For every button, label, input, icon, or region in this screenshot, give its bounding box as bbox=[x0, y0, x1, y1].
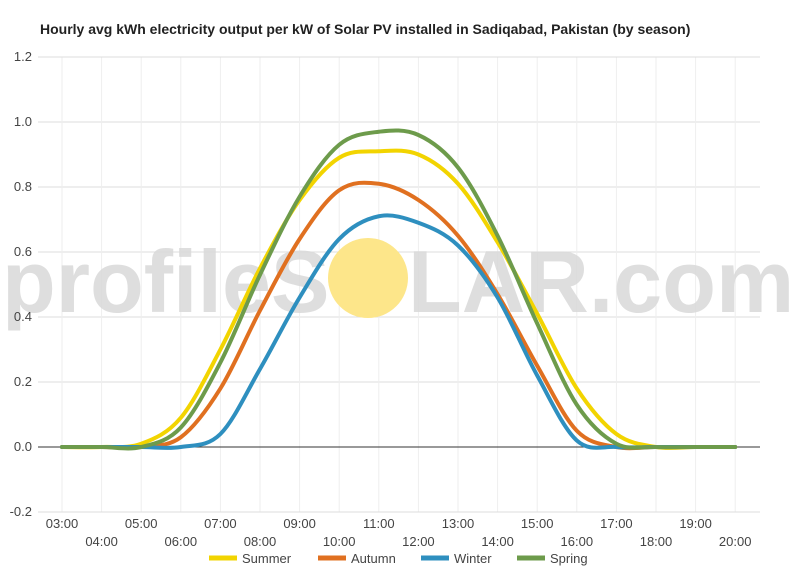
x-tick-label: 08:00 bbox=[244, 534, 277, 549]
x-tick-label: 06:00 bbox=[165, 534, 198, 549]
legend: Summer Autumn Winter Spring bbox=[209, 551, 588, 566]
legend-label-autumn: Autumn bbox=[351, 551, 396, 566]
y-tick-label: 0.6 bbox=[14, 244, 32, 259]
legend-label-summer: Summer bbox=[242, 551, 292, 566]
x-tick-label: 03:00 bbox=[46, 516, 79, 531]
x-axis-ticks: 03:00 04:00 05:00 06:00 07:00 08:00 09:00 10:00… bbox=[46, 516, 752, 549]
y-tick-label: 1.2 bbox=[14, 49, 32, 64]
x-tick-label: 16:00 bbox=[561, 534, 594, 549]
x-tick-label: 12:00 bbox=[402, 534, 435, 549]
x-tick-label: 19:00 bbox=[679, 516, 712, 531]
y-axis-ticks: -0.2 0.0 0.2 0.4 0.6 0.8 1.0 1.2 bbox=[10, 49, 32, 519]
watermark-left: profileS bbox=[2, 232, 330, 331]
x-tick-label: 13:00 bbox=[442, 516, 475, 531]
x-tick-label: 17:00 bbox=[600, 516, 633, 531]
series-lines bbox=[60, 128, 738, 451]
x-tick-label: 11:00 bbox=[363, 516, 395, 531]
watermark: profileS LAR.com bbox=[2, 232, 794, 331]
x-tick-label: 05:00 bbox=[125, 516, 158, 531]
x-tick-label: 20:00 bbox=[719, 534, 752, 549]
y-tick-label: 0.2 bbox=[14, 374, 32, 389]
x-tick-label: 07:00 bbox=[204, 516, 237, 531]
watermark-sun-icon bbox=[328, 238, 408, 318]
x-tick-label: 04:00 bbox=[85, 534, 118, 549]
legend-label-winter: Winter bbox=[454, 551, 492, 566]
watermark-right: LAR.com bbox=[408, 232, 794, 331]
x-tick-label: 15:00 bbox=[521, 516, 554, 531]
x-tick-label: 14:00 bbox=[481, 534, 514, 549]
y-tick-label: 1.0 bbox=[14, 114, 32, 129]
series-line-winter bbox=[60, 213, 738, 450]
x-tick-label: 09:00 bbox=[283, 516, 316, 531]
y-tick-label: -0.2 bbox=[10, 504, 32, 519]
series-line-summer bbox=[60, 148, 738, 450]
x-tick-label: 18:00 bbox=[640, 534, 673, 549]
y-tick-label: 0.8 bbox=[14, 179, 32, 194]
series-line-spring bbox=[60, 128, 738, 451]
y-tick-label: 0.4 bbox=[14, 309, 32, 324]
grid bbox=[38, 56, 760, 513]
legend-label-spring: Spring bbox=[550, 551, 588, 566]
x-tick-label: 10:00 bbox=[323, 534, 356, 549]
chart-title: Hourly avg kWh electricity output per kW… bbox=[40, 21, 690, 37]
y-tick-label: 0.0 bbox=[14, 439, 32, 454]
